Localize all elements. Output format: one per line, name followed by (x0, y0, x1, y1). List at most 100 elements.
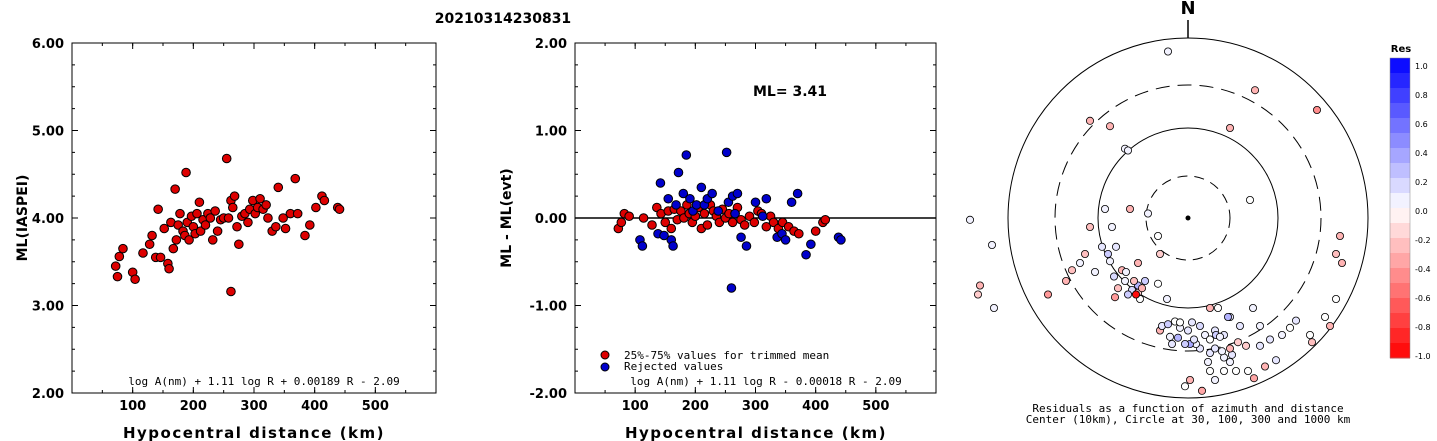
station-marker (1308, 338, 1317, 347)
station-marker (1313, 106, 1322, 115)
station-marker (1244, 366, 1253, 375)
data-point-red (221, 153, 232, 164)
ring-300km (1054, 84, 1322, 352)
data-point-red (243, 217, 253, 228)
data-point-red (810, 226, 821, 236)
station-marker (1256, 321, 1265, 330)
colorbar-tick-label: -0.6 (1415, 294, 1431, 303)
station-marker (1104, 249, 1113, 258)
colorbar-ticks: 1.0 0.8 0.6 0.4 0.2 0.0 -0.2 -0.4 -0.6 -0.8 -1.0 (1415, 62, 1431, 361)
legend: 25%-75% values for trimmed mean Rejected… (600, 349, 829, 373)
station-marker (1112, 242, 1121, 251)
station-marker (1164, 47, 1173, 56)
data-point-red (210, 206, 220, 216)
station-marker (1206, 335, 1215, 344)
colorbar-tick-label: 0.2 (1415, 178, 1428, 187)
station-marker (1098, 242, 1107, 251)
y-tick-label: 2.00 (32, 387, 64, 402)
data-point-red (666, 223, 677, 234)
data-point-red (638, 213, 649, 223)
y-axis-label: ML - ML(evt) (499, 168, 515, 267)
station-marker (1204, 357, 1213, 366)
station-marker (1101, 204, 1110, 213)
ring-1000km (1007, 37, 1369, 399)
colorbar-title: Res (1391, 44, 1411, 55)
data-point-red (292, 208, 303, 219)
ring-30km (1145, 175, 1231, 261)
axis-ticks: 2.00 3.00 4.00 5.00 6.00 100 200 300 400 500 (32, 37, 437, 414)
y-tick-label: -2.00 (530, 387, 567, 402)
data-point-red (334, 204, 345, 215)
panel-ml-residual: ML - ML(evt) Hypocentral distance (km) M… (499, 37, 937, 441)
ring-100km (1097, 127, 1279, 309)
colorbar-cell (1390, 103, 1410, 119)
data-point-red (212, 226, 223, 236)
data-point-blue (696, 182, 707, 193)
data-point-blue (736, 232, 746, 243)
data-point-blue (741, 241, 752, 251)
colorbar-cell (1390, 328, 1410, 344)
station-marker (1220, 366, 1229, 375)
colorbar-cell (1390, 118, 1410, 134)
data-point-red (311, 202, 321, 213)
x-tick-label: 500 (862, 399, 889, 414)
station-marker (1326, 321, 1335, 330)
colorbar-tick-label: -0.8 (1415, 323, 1431, 332)
data-point-red (624, 211, 634, 222)
colorbar-cells (1389, 57, 1411, 359)
data-point-red (173, 220, 183, 230)
station-marker (1076, 258, 1085, 267)
station-marker (1246, 195, 1255, 204)
x-tick-label: 400 (301, 399, 328, 414)
station-marker (1181, 382, 1190, 391)
station-marker (1234, 338, 1243, 347)
station-marker (1181, 339, 1190, 348)
station-marker (1198, 386, 1207, 395)
y-tick-label: 0.00 (535, 212, 567, 227)
station-marker (1332, 249, 1341, 258)
station-marker (1081, 249, 1090, 258)
station-marker (1126, 204, 1135, 213)
data-point-red (227, 202, 238, 213)
station-marker (1186, 375, 1195, 384)
north-label: N (1180, 0, 1195, 19)
legend-marker-trimmed (600, 350, 610, 360)
station-marker (1332, 294, 1341, 303)
data-point-red (761, 221, 772, 232)
station-marker (1141, 276, 1150, 285)
colorbar-cell (1390, 88, 1410, 104)
data-point-red (195, 226, 206, 236)
station-marker (1121, 276, 1130, 285)
data-point-red (271, 221, 281, 232)
x-tick-label: 500 (362, 399, 389, 414)
station-marker (1154, 279, 1163, 288)
panel-azimuth-distance: N Residuals as a function of azimuth and… (966, 0, 1369, 426)
data-point-blue (659, 230, 669, 241)
data-point-red (144, 239, 155, 250)
colorbar-cell (1390, 223, 1410, 239)
y-axis-label: ML(IASPEI) (15, 175, 31, 262)
station-marker (1163, 294, 1172, 303)
station-marker (1226, 344, 1235, 353)
station-marker (1226, 357, 1235, 366)
colorbar-tick-label: -1.0 (1415, 352, 1431, 361)
station-marker (1278, 330, 1287, 339)
station-marker (1306, 330, 1315, 339)
data-point-blue (691, 200, 702, 210)
caption-line-2: Center (10km), Circle at 30, 100, 300 an… (1026, 413, 1351, 426)
station-marker (1130, 276, 1139, 285)
data-point-blue (637, 241, 648, 251)
panel-ml-iaspei: ML(IASPEI) Hypocentral distance (km) log… (15, 37, 437, 441)
data-point-blue (732, 188, 743, 199)
station-marker (1132, 290, 1141, 299)
station-markers (966, 47, 1347, 395)
data-point-red (702, 220, 713, 230)
data-point-red (223, 213, 234, 223)
x-tick-label: 200 (682, 399, 709, 414)
data-point-red (794, 228, 804, 239)
data-point-red (192, 208, 202, 219)
station-marker (976, 281, 985, 290)
colorbar-cell (1390, 148, 1410, 164)
station-marker (1211, 375, 1220, 384)
